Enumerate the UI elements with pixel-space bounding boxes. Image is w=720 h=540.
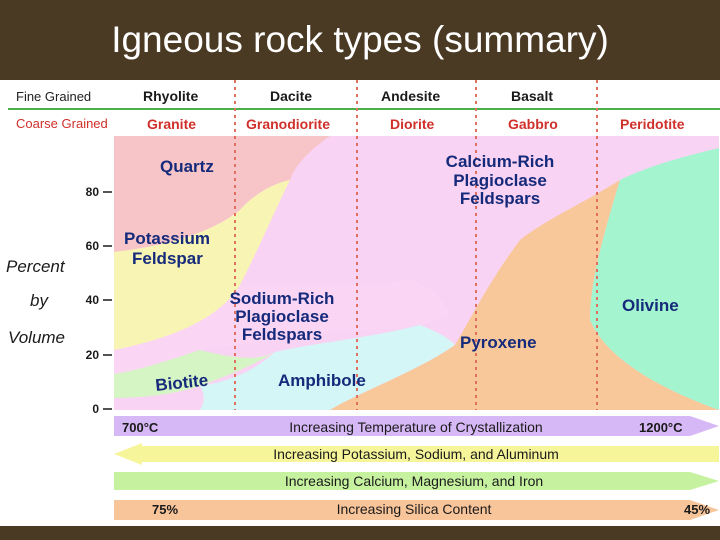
yaxis-tick-80: 80 [86, 185, 100, 199]
yaxis-label-line-3: Volume [8, 328, 65, 347]
rock-gabbro: Gabbro [508, 116, 558, 132]
rock-granodiorite: Granodiorite [246, 116, 330, 132]
olivine-region [590, 148, 719, 410]
label-calcium-3: Feldspars [460, 189, 540, 208]
rock-basalt: Basalt [511, 88, 553, 104]
rock-peridotite: Peridotite [620, 116, 685, 132]
label-quartz: Quartz [160, 157, 214, 176]
yaxis-label-line-2: by [30, 291, 49, 310]
sodium-plagioclase-region [114, 280, 450, 374]
temperature-arrow-text: Increasing Temperature of Crystallizatio… [289, 419, 542, 435]
rock-diorite: Diorite [390, 116, 435, 132]
quartz-region [114, 136, 330, 252]
label-calcium-1: Calcium-Rich [446, 152, 555, 171]
rock-granite: Granite [147, 116, 196, 132]
temperature-right-label: 1200°C [639, 420, 683, 435]
temperature-arrow [114, 416, 719, 436]
silica-arrow-text: Increasing Silica Content [337, 501, 492, 517]
yaxis-tick-0: 0 [92, 402, 99, 416]
temperature-left-label: 700°C [122, 420, 159, 435]
igneous-diagram: Fine Grained Rhyolite Dacite Andesite Ba… [6, 80, 720, 520]
yaxis-label-line-1: Percent [6, 257, 66, 276]
diagram-panel: Fine Grained Rhyolite Dacite Andesite Ba… [0, 80, 720, 526]
label-olivine: Olivine [622, 296, 679, 315]
pyroxene-region [330, 180, 719, 410]
potassium-arrow [114, 443, 719, 465]
label-amphibole: Amphibole [278, 371, 366, 390]
silica-left-label: 75% [152, 502, 178, 517]
bottom-bar [0, 526, 720, 540]
rock-andesite: Andesite [381, 88, 440, 104]
slide-title: Igneous rock types (summary) [111, 19, 609, 60]
yaxis-tick-60: 60 [86, 239, 100, 253]
calcium-arrow [114, 472, 719, 490]
label-potassium-1: Potassium [124, 229, 210, 248]
label-sodium-1: Sodium-Rich [230, 289, 335, 308]
silica-right-label: 45% [684, 502, 710, 517]
label-sodium-2: Plagioclase [235, 307, 329, 326]
potassium-arrow-text: Increasing Potassium, Sodium, and Alumin… [273, 446, 559, 462]
silica-arrow [114, 500, 719, 520]
coarse-grained-label: Coarse Grained [16, 116, 108, 131]
label-calcium-2: Plagioclase [453, 171, 547, 190]
yaxis-tick-20: 20 [86, 348, 100, 362]
rock-dacite: Dacite [270, 88, 312, 104]
rock-rhyolite: Rhyolite [143, 88, 198, 104]
potassium-feldspar-region [114, 180, 290, 350]
label-potassium-2: Feldspar [132, 249, 203, 268]
label-pyroxene: Pyroxene [460, 333, 537, 352]
calcium-arrow-text: Increasing Calcium, Magnesium, and Iron [285, 473, 543, 489]
fine-grained-label: Fine Grained [16, 89, 91, 104]
yaxis-tick-40: 40 [86, 293, 100, 307]
amphibole-region [200, 325, 455, 410]
label-sodium-3: Feldspars [242, 325, 322, 344]
